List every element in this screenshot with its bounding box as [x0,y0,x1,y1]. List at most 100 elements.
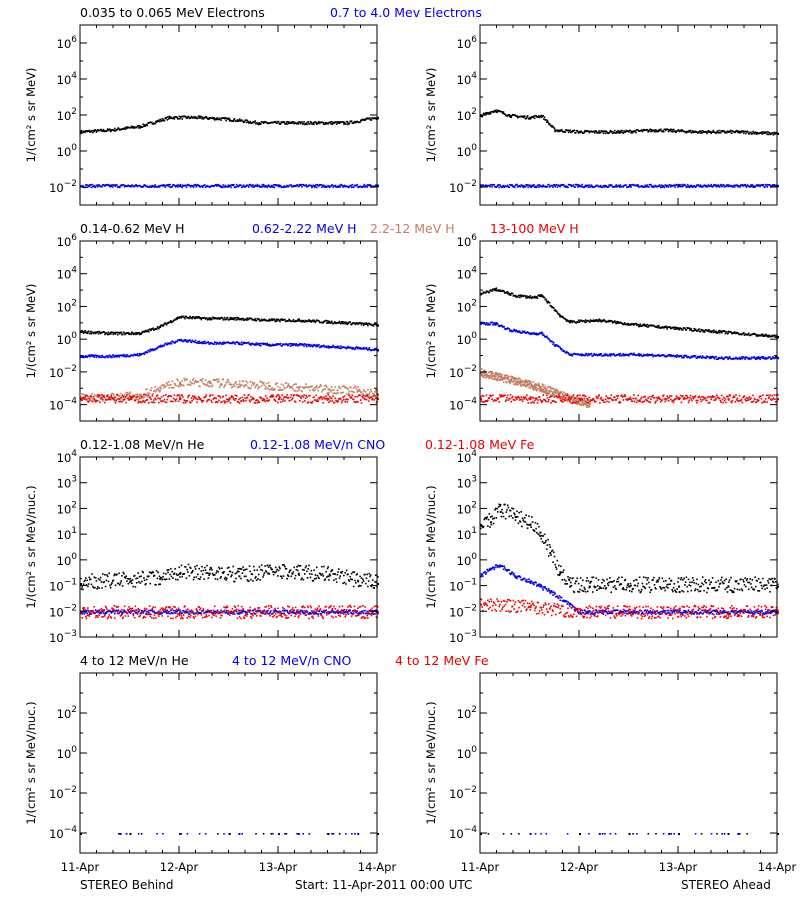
data-point [257,343,260,345]
data-point [144,400,147,402]
data-point [539,386,542,389]
data-point [208,342,211,345]
data-point [289,387,291,389]
data-point [106,395,108,398]
data-point [85,399,88,401]
data-point [543,116,546,119]
data-point [295,185,298,187]
data-point [484,376,487,379]
data-point [132,332,135,335]
data-point [153,390,155,393]
data-point [670,128,672,131]
data-point [534,389,536,391]
data-point [375,392,378,395]
data-point [92,395,95,398]
data-point [296,390,299,393]
data-point [233,384,235,386]
data-point [313,186,316,189]
data-point [592,354,595,356]
data-point [772,356,774,358]
data-point [223,316,226,319]
data-point [299,396,302,398]
data-point [145,394,147,396]
data-point [153,349,155,351]
data-point [565,351,567,354]
data-point [496,397,498,400]
data-point [564,394,567,397]
data-point [143,396,146,398]
data-point [207,341,210,343]
data-point [672,354,675,357]
data-point [554,394,556,396]
data-point [163,184,166,187]
data-point [344,321,346,324]
data-point [307,344,310,346]
data-point [533,296,535,299]
data-point [560,347,563,350]
data-point [516,377,518,380]
data-point [163,398,166,401]
data-point [552,393,555,396]
data-point [692,330,695,332]
data-point [324,388,327,390]
data-point [189,315,191,318]
data-point [347,388,349,390]
data-point [564,185,566,187]
data-point [170,383,172,386]
data-point [295,383,298,385]
data-point [150,387,153,389]
data-point [486,322,488,325]
data-point [231,318,234,320]
data-point [491,321,493,324]
data-point [148,186,151,189]
data-point [311,385,313,388]
data-point [495,287,498,289]
data-point [506,184,509,187]
data-point [231,395,234,398]
data-point [357,401,359,403]
data-point [733,186,736,188]
data-point [274,320,277,323]
data-point [758,357,761,359]
data-point [513,379,516,382]
data-point [669,355,671,357]
data-point [521,384,523,386]
data-point [89,131,92,133]
data-point [162,384,164,386]
data-point [275,343,278,345]
data-point [264,186,266,188]
data-point [673,328,676,330]
data-point [337,347,339,349]
data-point [503,186,505,189]
data-point [305,383,307,385]
data-point [228,117,230,119]
data-point [771,357,773,360]
data-point [179,385,182,387]
data-point [502,377,504,379]
data-point [528,295,530,298]
data-point [562,184,565,186]
data-point [249,120,251,123]
data-point [368,393,371,395]
data-point [343,385,346,388]
data-point [761,333,763,335]
data-point [199,317,202,319]
series-2 [80,338,379,359]
data-point [102,400,104,402]
data-point [194,184,196,187]
data-point [248,318,250,320]
data-point [285,121,288,123]
data-point [583,186,586,189]
data-point [232,317,234,320]
data-point [764,186,766,188]
data-point [195,185,198,188]
data-point [224,117,227,119]
data-point [201,380,203,383]
data-point [507,378,509,380]
data-point [338,321,340,324]
data-point [698,356,700,359]
data-point [121,394,124,396]
data-point [553,184,556,186]
data-point [153,389,156,392]
